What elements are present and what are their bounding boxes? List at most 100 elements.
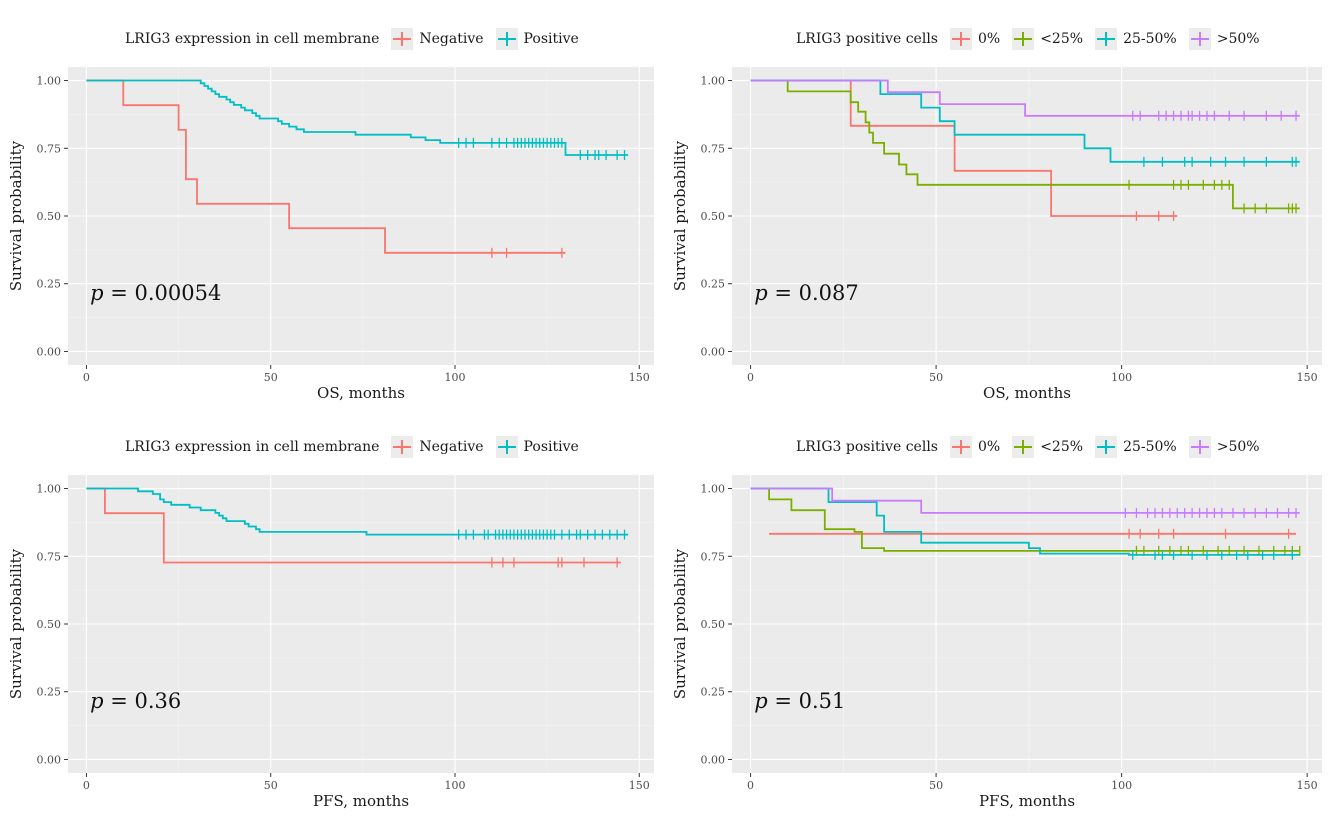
chart-panel-pfs-membrane: LRIG3 expression in cell membrane Negati… bbox=[0, 408, 666, 816]
p-value-symbol: p bbox=[754, 689, 767, 713]
km-curve bbox=[750, 487, 1300, 514]
x-tick-label: 50 bbox=[264, 371, 278, 384]
legend-key-0pct bbox=[949, 28, 972, 50]
legend-key-25-50 bbox=[1095, 436, 1118, 458]
km-chart-svg: 0 50 100 150 0.00 0.25 0.50 0.75 1.00 OS, months S… bbox=[7, 67, 654, 402]
x-tick-label: 150 bbox=[1297, 371, 1318, 384]
legend: LRIG3 expression in cell membrane Negati… bbox=[125, 28, 591, 50]
y-tick-label: 1.00 bbox=[37, 483, 62, 496]
legend-key-positive bbox=[495, 436, 518, 458]
y-tick-label: 1.00 bbox=[37, 75, 62, 88]
y-tick-label: 0.00 bbox=[701, 753, 726, 766]
chart-panel-pfs-positive-cells: LRIG3 positive cells 0% <25% 25-50% >50%… bbox=[666, 408, 1333, 816]
x-tick-label: 0 bbox=[83, 779, 90, 792]
legend-key-25-50 bbox=[1095, 28, 1118, 50]
legend-title: LRIG3 positive cells bbox=[796, 31, 938, 47]
y-axis-label: Survival probability bbox=[7, 140, 25, 291]
legend-key-negative bbox=[391, 436, 414, 458]
km-curve bbox=[750, 79, 1300, 210]
x-tick-label: 100 bbox=[1111, 779, 1132, 792]
legend-item-0pct: 0% bbox=[949, 28, 1001, 50]
y-axis-label: Survival probability bbox=[671, 140, 689, 291]
legend-key-gt50 bbox=[1188, 436, 1211, 458]
legend-label: Positive bbox=[523, 439, 579, 455]
p-value-label: p = 0.00054 bbox=[90, 281, 221, 305]
x-tick-label: 50 bbox=[929, 371, 943, 384]
x-tick-label: 0 bbox=[83, 371, 90, 384]
legend-label: <25% bbox=[1040, 31, 1084, 47]
legend-item-positive: Positive bbox=[495, 436, 579, 458]
legend-label: Negative bbox=[419, 31, 484, 47]
x-tick-label: 50 bbox=[929, 779, 943, 792]
legend-item-gt50: >50% bbox=[1188, 28, 1260, 50]
p-value-symbol: p bbox=[90, 281, 103, 305]
legend-key-0pct bbox=[949, 436, 972, 458]
legend-title: LRIG3 positive cells bbox=[796, 439, 938, 455]
y-tick-label: 0.25 bbox=[37, 278, 62, 291]
x-axis-label: PFS, months bbox=[313, 792, 409, 810]
legend-label: >50% bbox=[1216, 31, 1260, 47]
x-tick-label: 50 bbox=[264, 779, 278, 792]
legend-key-lt25 bbox=[1012, 436, 1035, 458]
legend-item-25-50: 25-50% bbox=[1095, 28, 1177, 50]
p-value-symbol: p bbox=[754, 281, 767, 305]
y-tick-label: 0.75 bbox=[701, 550, 726, 563]
x-axis-label: OS, months bbox=[983, 384, 1071, 402]
legend-item-lt25: <25% bbox=[1012, 436, 1083, 458]
y-tick-label: 0.75 bbox=[37, 142, 62, 155]
y-tick-label: 0.25 bbox=[37, 686, 62, 699]
y-tick-label: 1.00 bbox=[701, 75, 726, 88]
y-axis-label: Survival probability bbox=[671, 548, 689, 699]
x-axis-label: PFS, months bbox=[979, 792, 1075, 810]
legend-label: 0% bbox=[977, 31, 1001, 47]
y-tick-label: 0.50 bbox=[701, 618, 726, 631]
legend: LRIG3 expression in cell membrane Negati… bbox=[125, 436, 591, 458]
legend-label: 25-50% bbox=[1123, 31, 1177, 47]
x-tick-label: 100 bbox=[444, 779, 465, 792]
chart-panel-os-positive-cells: LRIG3 positive cells 0% <25% 25-50% >50%… bbox=[666, 0, 1333, 408]
km-chart-svg: 0 50 100 150 0.00 0.25 0.50 0.75 1.00 PFS, months… bbox=[7, 475, 654, 810]
x-tick-label: 150 bbox=[629, 779, 650, 792]
legend-item-0pct: 0% bbox=[949, 436, 1001, 458]
legend-item-gt50: >50% bbox=[1188, 436, 1260, 458]
y-tick-label: 0.25 bbox=[701, 686, 726, 699]
km-curve bbox=[750, 79, 1300, 117]
p-value-text: = 0.087 bbox=[768, 281, 859, 305]
legend-key-lt25 bbox=[1012, 28, 1035, 50]
legend: LRIG3 positive cells 0% <25% 25-50% >50% bbox=[796, 28, 1272, 50]
legend-key-negative bbox=[391, 28, 414, 50]
y-tick-label: 0.00 bbox=[37, 753, 62, 766]
km-chart-svg: 0 50 100 150 0.00 0.25 0.50 0.75 1.00 OS, months S… bbox=[671, 67, 1322, 402]
y-tick-label: 0.00 bbox=[701, 345, 726, 358]
legend: LRIG3 positive cells 0% <25% 25-50% >50% bbox=[796, 436, 1272, 458]
p-value-label: p = 0.51 bbox=[754, 689, 845, 713]
x-tick-label: 150 bbox=[629, 371, 650, 384]
y-tick-label: 0.25 bbox=[701, 278, 726, 291]
km-curve bbox=[86, 487, 629, 536]
p-value-text: = 0.36 bbox=[104, 689, 182, 713]
legend-item-positive: Positive bbox=[495, 28, 579, 50]
chart-panel-os-membrane: LRIG3 expression in cell membrane Negati… bbox=[0, 0, 666, 408]
km-curve bbox=[86, 79, 629, 156]
legend-label: Positive bbox=[523, 31, 579, 47]
y-tick-label: 0.00 bbox=[37, 345, 62, 358]
legend-label: 0% bbox=[977, 439, 1001, 455]
legend-label: >50% bbox=[1216, 439, 1260, 455]
p-value-text: = 0.00054 bbox=[104, 281, 222, 305]
km-curve bbox=[750, 487, 1300, 556]
y-axis-label: Survival probability bbox=[7, 548, 25, 699]
y-tick-label: 0.50 bbox=[701, 210, 726, 223]
x-tick-label: 0 bbox=[747, 371, 754, 384]
x-tick-label: 0 bbox=[747, 779, 754, 792]
x-tick-label: 150 bbox=[1297, 779, 1318, 792]
legend-item-lt25: <25% bbox=[1012, 28, 1083, 50]
x-tick-label: 100 bbox=[444, 371, 465, 384]
km-chart-svg: 0 50 100 150 0.00 0.25 0.50 0.75 1.00 PFS, months… bbox=[671, 475, 1322, 810]
y-tick-label: 0.50 bbox=[37, 618, 62, 631]
legend-label: <25% bbox=[1040, 439, 1084, 455]
y-tick-label: 1.00 bbox=[701, 483, 726, 496]
y-tick-label: 0.75 bbox=[701, 142, 726, 155]
x-tick-label: 100 bbox=[1111, 371, 1132, 384]
km-curve bbox=[750, 79, 1178, 217]
legend-item-negative: Negative bbox=[391, 436, 484, 458]
